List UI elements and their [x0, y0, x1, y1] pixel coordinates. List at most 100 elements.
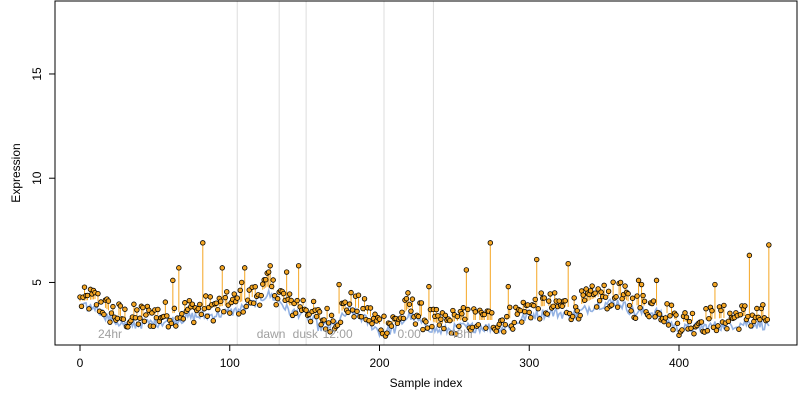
data-point [641, 298, 648, 304]
data-point [608, 302, 615, 308]
data-point [596, 297, 603, 304]
data-point [155, 306, 161, 313]
data-point [327, 329, 333, 335]
x-tick-label: 0 [77, 356, 84, 370]
data-point [674, 320, 681, 327]
data-point [605, 288, 612, 294]
data-point [625, 291, 631, 297]
x-tick-label: 100 [220, 356, 240, 370]
data-point [610, 279, 616, 285]
data-point [328, 312, 335, 319]
data-point [459, 311, 465, 317]
data-point [372, 311, 378, 317]
data-point [682, 310, 688, 316]
data-point [176, 265, 182, 271]
data-point [219, 265, 225, 271]
data-point [629, 295, 636, 301]
data-point [638, 281, 645, 288]
data-point [656, 311, 663, 317]
data-point [653, 277, 660, 284]
data-point [98, 299, 104, 305]
data-point [420, 326, 426, 333]
y-axis-title: Expression [9, 143, 23, 202]
data-point [406, 301, 413, 308]
data-point [632, 315, 639, 321]
data-point [313, 313, 320, 320]
data-point [736, 326, 742, 332]
data-point [165, 324, 172, 330]
data-point [514, 311, 520, 317]
data-point [274, 296, 281, 302]
data-point [435, 313, 441, 319]
data-point [737, 311, 744, 318]
data-point [137, 315, 143, 321]
data-point [679, 327, 685, 333]
region-boundary-lines [236, 1, 434, 345]
data-point [531, 302, 537, 309]
data-point [547, 291, 553, 297]
data-point [504, 313, 510, 320]
data-point [252, 284, 258, 290]
data-point [481, 311, 488, 318]
data-point [423, 319, 429, 325]
data-point [535, 306, 541, 312]
data-point [453, 331, 459, 337]
data-point [294, 297, 300, 304]
data-point [698, 319, 705, 325]
data-point [251, 300, 257, 306]
data-point [757, 316, 763, 323]
data-point [742, 303, 748, 309]
data-point [635, 277, 642, 284]
data-point [345, 309, 351, 316]
data-point [525, 302, 531, 308]
data-point [186, 297, 193, 304]
data-point [706, 315, 712, 322]
data-point [577, 312, 583, 319]
data-point [316, 309, 323, 315]
data-point [559, 303, 565, 309]
data-point [135, 321, 142, 327]
data-point [652, 314, 658, 320]
data-point [240, 309, 246, 315]
data-point [574, 308, 580, 314]
data-point [409, 296, 416, 302]
data-point [689, 310, 696, 317]
x-tick-label: 400 [669, 356, 689, 370]
data-point [86, 306, 92, 312]
data-point [534, 256, 540, 263]
data-point [258, 292, 264, 299]
data-point [358, 314, 365, 320]
data-point [367, 305, 374, 311]
data-point [640, 292, 646, 299]
data-point [348, 289, 354, 296]
data-point [433, 306, 440, 313]
data-point [295, 263, 302, 269]
data-point [463, 267, 470, 273]
data-point [617, 279, 624, 286]
data-point [541, 295, 547, 301]
data-point [207, 294, 213, 300]
data-point [101, 311, 107, 318]
data-point [243, 303, 249, 310]
data-point [399, 309, 405, 316]
data-point [519, 319, 525, 325]
region-label: 24hr [98, 327, 122, 341]
data-point [265, 269, 272, 275]
data-point [221, 308, 227, 315]
data-point [622, 283, 628, 289]
data-point [550, 303, 556, 309]
data-point [107, 319, 113, 325]
data-point [613, 294, 619, 300]
data-point [725, 318, 732, 325]
data-point [665, 322, 672, 328]
data-point [388, 323, 395, 329]
data-point [381, 313, 387, 319]
data-point [724, 325, 730, 332]
data-point [204, 313, 210, 319]
data-point [105, 298, 112, 304]
data-point [526, 309, 532, 316]
data-point [412, 321, 419, 327]
data-point [760, 302, 766, 308]
data-point [354, 308, 360, 315]
y-tick-label: 10 [30, 171, 44, 185]
